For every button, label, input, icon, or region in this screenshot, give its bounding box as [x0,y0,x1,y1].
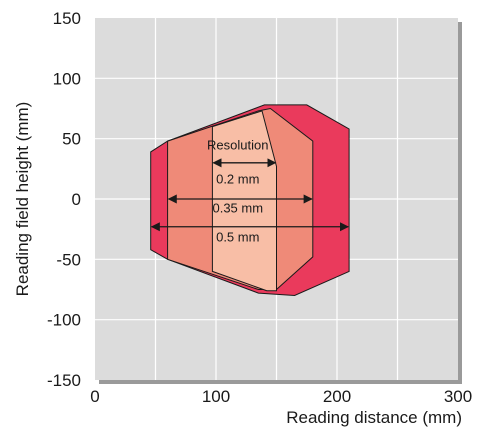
y-tick-label: 100 [53,69,81,88]
zone-label: 0.5 mm [216,229,259,244]
y-tick-label: -50 [56,250,81,269]
annotation-resolution: Resolution [207,138,268,153]
y-tick-label: 150 [53,9,81,28]
zone-labels: 0.5 mm 0.35 mm 0.2 mm Resolution [207,138,268,245]
x-tick-label: 300 [444,387,472,406]
y-tick-label: -150 [47,371,81,390]
x-tick-label: 200 [323,387,351,406]
y-tick-label: 50 [62,130,81,149]
zone-arrows [150,158,350,232]
y-axis-title: Reading field height (mm) [13,102,32,297]
zone-label: 0.2 mm [216,171,259,186]
y-ticks: 150 100 50 0 -50 -100 -150 [47,9,81,390]
y-tick-label: 0 [72,190,81,209]
y-tick-label: -100 [47,311,81,330]
x-ticks: 0 100 200 300 [90,387,472,406]
x-tick-label: 0 [90,387,99,406]
x-axis-title: Reading distance (mm) [286,408,462,427]
zone-label: 0.35 mm [212,200,263,215]
x-tick-label: 100 [202,387,230,406]
